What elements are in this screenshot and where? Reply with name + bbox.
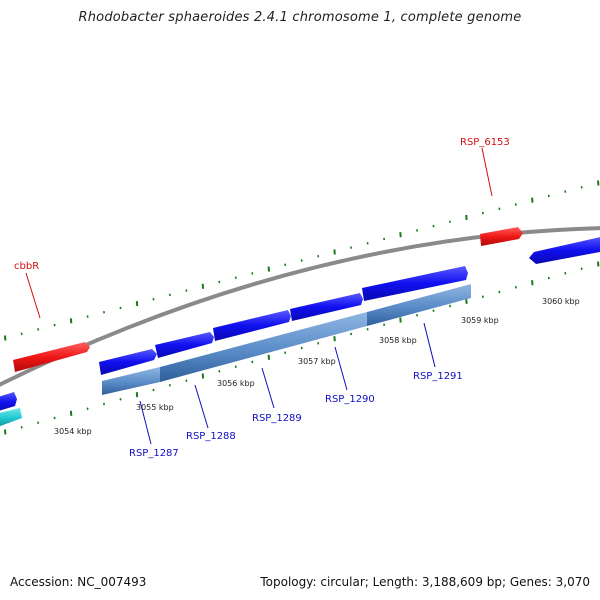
- gene-cbbR[interactable]: [13, 342, 90, 372]
- blue-gene-track: [0, 236, 600, 412]
- scale-label-3058: 3058 kbp: [379, 336, 417, 345]
- callout-RSP_1289: [261, 367, 275, 409]
- scale-label-3056: 3056 kbp: [217, 379, 255, 388]
- upper-tick-row: [4, 180, 600, 341]
- label-RSP_1290: RSP_1290: [325, 394, 375, 405]
- label-RSP_1289: RSP_1289: [252, 413, 302, 424]
- operon-segment-2: [160, 312, 367, 382]
- map-title: Rhodobacter sphaeroides 2.4.1 chromosome…: [78, 10, 522, 25]
- callout-RSP_1288: [194, 384, 209, 429]
- label-RSP_1288: RSP_1288: [186, 431, 236, 442]
- lower-tick-row: [4, 261, 600, 435]
- accession-text: Accession: NC_007493: [10, 575, 147, 589]
- label-callouts: [25, 147, 493, 445]
- operon-segment-1: [102, 367, 160, 395]
- gene-left-partial[interactable]: [0, 392, 17, 412]
- callout-cbbR: [25, 272, 41, 319]
- gene-RSP_6153[interactable]: [480, 227, 523, 246]
- scale-label-3055: 3055 kbp: [136, 403, 174, 412]
- scale-label-3054: 3054 kbp: [54, 427, 92, 436]
- operon-highlight-track: [0, 284, 471, 428]
- scale-label-3057: 3057 kbp: [298, 357, 336, 366]
- gene-RSP_1290[interactable]: [290, 293, 363, 321]
- gene-right-partial[interactable]: [529, 236, 600, 264]
- gene-left-cyan[interactable]: [0, 408, 22, 428]
- callout-RSP_1291: [423, 322, 436, 368]
- red-gene-track: [13, 227, 523, 372]
- scale-labels: 3054 kbp 3055 kbp 3056 kbp 3057 kbp 3058…: [54, 297, 580, 436]
- gene-labels: cbbR RSP_6153 RSP_1287 RSP_1288 RSP_1289…: [14, 137, 510, 459]
- scale-label-3060: 3060 kbp: [542, 297, 580, 306]
- gene-RSP_1289[interactable]: [213, 310, 291, 341]
- gene-RSP_1291[interactable]: [362, 266, 468, 301]
- label-cbbR: cbbR: [14, 261, 39, 272]
- callout-RSP_6153: [481, 147, 493, 197]
- genome-summary-text: Topology: circular; Length: 3,188,609 bp…: [260, 575, 590, 589]
- callout-RSP_1290: [334, 346, 348, 391]
- label-RSP_6153: RSP_6153: [460, 137, 510, 148]
- callout-RSP_1287: [139, 400, 152, 445]
- gene-RSP_1288[interactable]: [155, 332, 214, 358]
- scale-label-3059: 3059 kbp: [461, 316, 499, 325]
- gene-RSP_1287[interactable]: [99, 349, 157, 375]
- label-RSP_1287: RSP_1287: [129, 448, 179, 459]
- operon-segment-3: [367, 284, 471, 326]
- label-RSP_1291: RSP_1291: [413, 371, 463, 382]
